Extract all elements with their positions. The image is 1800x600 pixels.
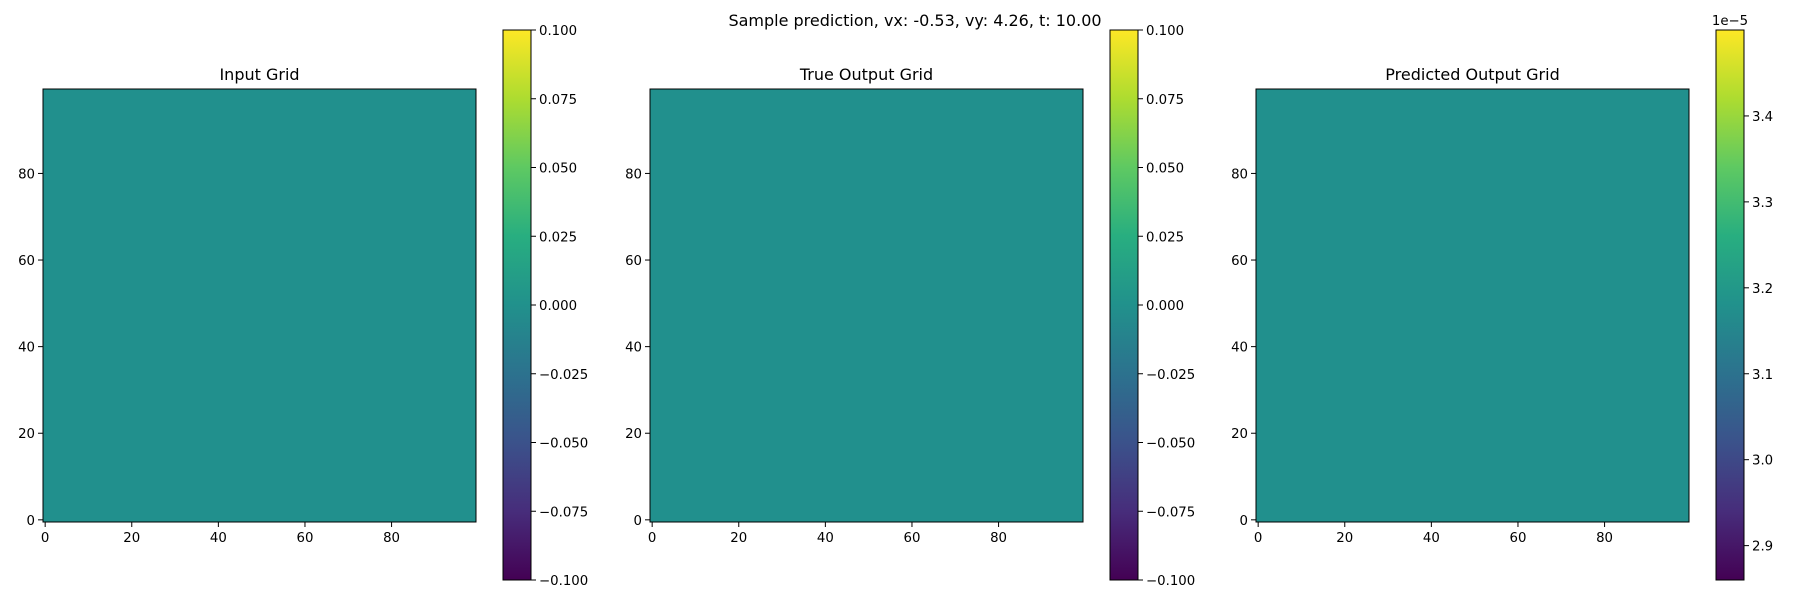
colorbar-tick-label: 2.9 xyxy=(1752,540,1773,555)
colorbar-tick-label: 3.4 xyxy=(1752,110,1773,125)
panel-title-true-output: True Output Grid xyxy=(799,65,933,84)
colorbar-tick-label: 3.3 xyxy=(1752,196,1773,211)
colorbar-input xyxy=(502,29,532,581)
panel-title-input: Input Grid xyxy=(219,65,299,84)
panel-title-predicted-output: Predicted Output Grid xyxy=(1385,65,1559,84)
colorbar-tick-label: −0.050 xyxy=(539,437,588,452)
heatmap-predicted-output xyxy=(1255,88,1690,523)
colorbar-tick-label: 0.075 xyxy=(539,93,577,108)
y-tick-label: 20 xyxy=(1231,427,1248,442)
x-tick-label: 60 xyxy=(1510,531,1527,546)
colorbar-tick-label: 0.025 xyxy=(539,230,577,245)
x-tick-label: 80 xyxy=(383,531,400,546)
x-tick-label: 20 xyxy=(730,531,747,546)
panel-true-output: True Output Grid 0 20 40 60 80 0 20 40 60 80 0.1… xyxy=(625,24,1195,589)
x-tick-label: 20 xyxy=(123,531,140,546)
y-tick-label: 20 xyxy=(625,427,642,442)
y-tick-label: 40 xyxy=(625,341,642,356)
x-tick-label: 80 xyxy=(1596,531,1613,546)
y-tick-label: 60 xyxy=(1231,254,1248,269)
x-tick-label: 0 xyxy=(648,531,656,546)
colorbar-true-output xyxy=(1109,29,1139,581)
colorbar-tick-label: 0.075 xyxy=(1146,93,1184,108)
heatmap-true-output xyxy=(649,88,1084,523)
colorbar-tick-label: −0.050 xyxy=(1146,437,1195,452)
x-tick-label: 40 xyxy=(210,531,227,546)
colorbar-tick-label: 3.1 xyxy=(1752,368,1773,383)
colorbar-tick-label: −0.075 xyxy=(1146,505,1195,520)
colorbar-tick-label: −0.075 xyxy=(539,505,588,520)
colorbar-predicted-output xyxy=(1715,29,1745,581)
x-tick-label: 0 xyxy=(41,531,49,546)
x-tick-label: 60 xyxy=(297,531,314,546)
y-tick-label: 60 xyxy=(18,254,35,269)
y-tick-label: 80 xyxy=(625,167,642,182)
colorbar-tick-label: 3.0 xyxy=(1752,454,1773,469)
y-tick-label: 0 xyxy=(634,514,642,529)
colorbar-tick-label: −0.100 xyxy=(1146,574,1195,589)
colorbar-tick-label: −0.025 xyxy=(1146,368,1195,383)
y-tick-label: 80 xyxy=(18,167,35,182)
colorbar-tick-label: −0.100 xyxy=(539,574,588,589)
heatmap-input xyxy=(42,88,477,523)
colorbar-offset-label: 1e−5 xyxy=(1712,14,1748,29)
y-tick-label: 40 xyxy=(18,341,35,356)
colorbar-tick-label: 0.050 xyxy=(1146,162,1184,177)
y-tick-label: 0 xyxy=(27,514,35,529)
y-tick-label: 40 xyxy=(1231,341,1248,356)
colorbar-tick-label: 0.025 xyxy=(1146,230,1184,245)
x-tick-label: 40 xyxy=(817,531,834,546)
y-tick-label: 60 xyxy=(625,254,642,269)
figure-title: Sample prediction, vx: -0.53, vy: 4.26, … xyxy=(728,11,1101,30)
colorbar-tick-label: 0.100 xyxy=(1146,24,1184,39)
x-tick-label: 0 xyxy=(1254,531,1262,546)
panel-input: Input Grid 0 20 40 60 80 0 20 40 60 80 0.100 0.07… xyxy=(18,24,588,589)
colorbar-tick-label: 0.100 xyxy=(539,24,577,39)
y-tick-label: 0 xyxy=(1240,514,1248,529)
x-tick-label: 20 xyxy=(1336,531,1353,546)
colorbar-tick-label: 0.000 xyxy=(1146,299,1184,314)
y-tick-label: 80 xyxy=(1231,167,1248,182)
x-tick-label: 80 xyxy=(990,531,1007,546)
x-tick-label: 60 xyxy=(904,531,921,546)
colorbar-tick-label: 0.050 xyxy=(539,162,577,177)
colorbar-tick-label: −0.025 xyxy=(539,368,588,383)
x-tick-label: 40 xyxy=(1423,531,1440,546)
colorbar-tick-label: 3.2 xyxy=(1752,282,1773,297)
panel-predicted-output: Predicted Output Grid 0 20 40 60 80 0 20 40 60 8… xyxy=(1231,14,1773,581)
colorbar-tick-label: 0.000 xyxy=(539,299,577,314)
y-tick-label: 20 xyxy=(18,427,35,442)
